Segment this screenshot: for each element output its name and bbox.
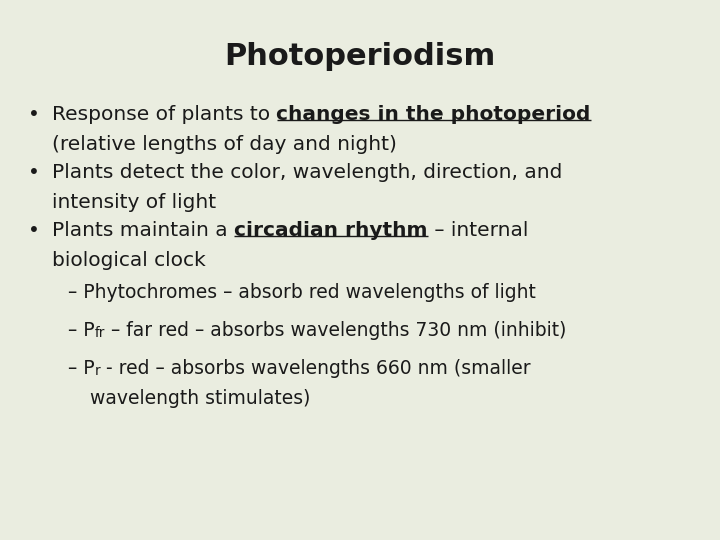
Text: changes in the photoperiod: changes in the photoperiod	[276, 105, 591, 124]
Text: Plants detect the color, wavelength, direction, and: Plants detect the color, wavelength, dir…	[52, 163, 562, 182]
Text: r: r	[94, 364, 100, 377]
Text: – P: – P	[68, 359, 94, 378]
Text: wavelength stimulates): wavelength stimulates)	[90, 389, 310, 408]
Text: – Phytochromes – absorb red wavelengths of light: – Phytochromes – absorb red wavelengths …	[68, 283, 536, 302]
Text: – P: – P	[68, 321, 94, 340]
Text: – internal: – internal	[428, 221, 528, 240]
Text: intensity of light: intensity of light	[52, 193, 216, 212]
Text: - red – absorbs wavelengths 660 nm (smaller: - red – absorbs wavelengths 660 nm (smal…	[100, 359, 531, 378]
Text: biological clock: biological clock	[52, 251, 206, 270]
Text: •: •	[28, 221, 40, 240]
Text: •: •	[28, 105, 40, 124]
Text: Plants maintain a: Plants maintain a	[52, 221, 234, 240]
Text: Response of plants to: Response of plants to	[52, 105, 276, 124]
Text: •: •	[28, 163, 40, 182]
Text: fr: fr	[94, 326, 105, 340]
Text: – far red – absorbs wavelengths 730 nm (inhibit): – far red – absorbs wavelengths 730 nm (…	[105, 321, 567, 340]
Text: (relative lengths of day and night): (relative lengths of day and night)	[52, 135, 397, 154]
Text: circadian rhythm: circadian rhythm	[234, 221, 428, 240]
Text: Photoperiodism: Photoperiodism	[225, 42, 495, 71]
